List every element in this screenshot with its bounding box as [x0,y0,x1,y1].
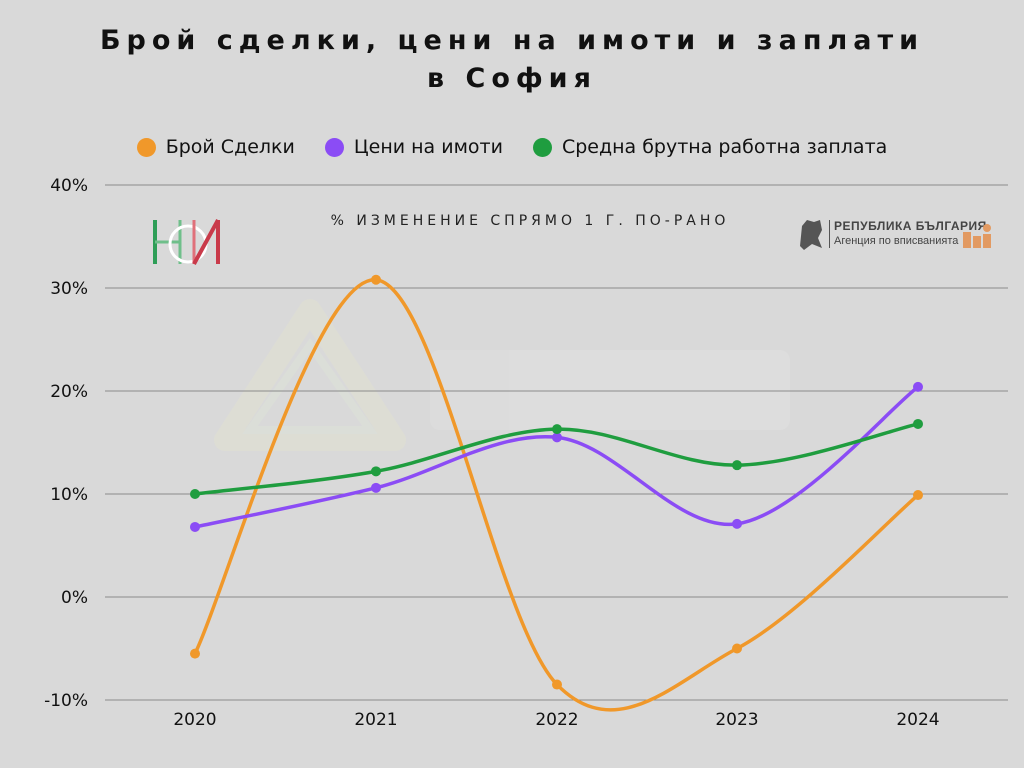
data-point-deals[interactable] [732,643,742,654]
data-point-prices[interactable] [552,432,562,443]
legend-item-deals[interactable]: Брой Сделки [136,136,295,158]
data-point-deals[interactable] [190,648,200,659]
legend-label-prices: Цени на имоти [353,136,503,158]
x-tick-label: 2023 [715,710,758,730]
series-lines [193,278,920,712]
data-point-prices[interactable] [371,482,381,493]
logo-text-republic: РЕПУБЛИКА БЪЛГАРИЯ [834,219,987,233]
legend-item-prices[interactable]: Цени на имоти [324,136,503,158]
registry-agency-logo: РЕПУБЛИКА БЪЛГАРИЯ Агенция по вписваният… [796,216,996,254]
x-tick-label: 2024 [896,710,939,730]
series-line-prices [193,385,920,529]
y-tick-label: 20% [50,382,88,402]
legend-label-deals: Брой Сделки [165,136,295,158]
legend-marker-prices [324,137,344,157]
x-axis-ticks: 2020 2021 2022 2023 2024 [173,710,939,730]
x-tick-label: 2022 [535,710,578,730]
y-tick-label: 10% [50,485,88,505]
legend-label-salary: Средна брутна работна заплата [561,136,888,158]
coat-of-arms-icon [800,220,822,250]
data-point-deals[interactable] [913,490,923,501]
chart-subtitle: % ИЗМЕНЕНИЕ СПРЯМО 1 Г. ПО-РАНО [330,213,730,229]
logo-text-agency: Агенция по вписванията [834,235,959,247]
data-point-deals[interactable] [552,679,562,690]
data-point-salary[interactable] [190,489,200,499]
logo-separator [829,220,830,248]
watermark-logo [214,299,790,451]
legend-marker-deals [136,137,156,157]
y-tick-label: 0% [61,588,88,608]
data-point-prices[interactable] [732,518,742,529]
chart-title-line2: в София [427,63,597,94]
chart-title-line1: Брой сделки, цени на имоти и заплати [99,25,925,56]
data-point-salary[interactable] [371,466,381,477]
data-point-salary[interactable] [552,424,562,435]
ni-logo [150,214,226,268]
y-axis-ticks: -10% 0% 10% 20% 30% 40% [44,176,88,711]
y-tick-label: 40% [50,176,88,196]
data-point-salary[interactable] [732,460,742,471]
chart-title: Брой сделки, цени на имоти и заплати в С… [0,22,1024,98]
legend-marker-salary [532,137,552,157]
y-tick-label: 30% [50,279,88,299]
agency-mark-icon [963,224,991,248]
data-point-salary[interactable] [913,418,923,429]
data-point-deals[interactable] [371,274,381,285]
series-line-deals [193,278,920,712]
legend-item-salary[interactable]: Средна брутна работна заплата [532,136,888,158]
y-tick-label: -10% [44,691,88,711]
x-tick-label: 2020 [173,710,216,730]
x-tick-label: 2021 [354,710,397,730]
data-point-prices[interactable] [190,521,200,532]
legend: Брой Сделки Цени на имоти Средна брутна … [0,136,1024,158]
series-points [190,274,923,690]
data-point-prices[interactable] [913,381,923,392]
gridlines [105,184,1008,701]
